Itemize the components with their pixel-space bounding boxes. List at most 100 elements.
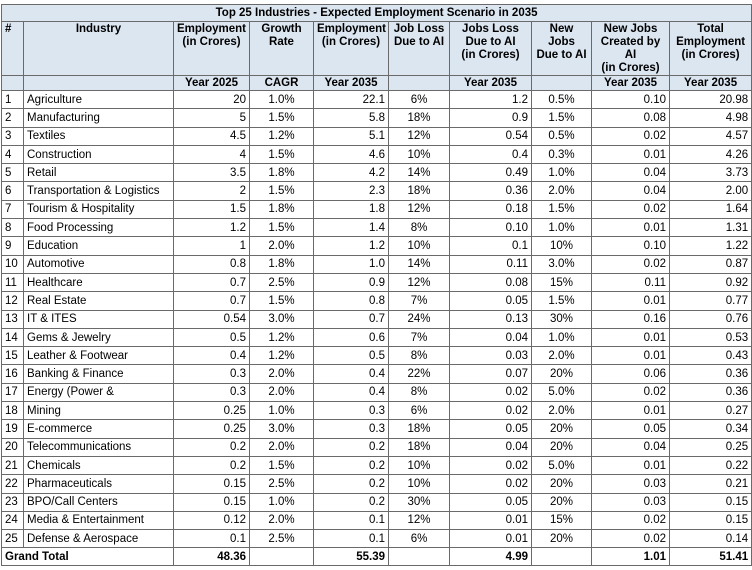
data-cell: 3.0% — [531, 254, 592, 274]
data-cell: 0.4 — [313, 382, 389, 403]
data-cell: 0.04 — [591, 181, 670, 201]
data-cell: 0.25 — [173, 419, 250, 439]
row-number: 14 — [1, 327, 24, 348]
data-cell: 8% — [388, 218, 450, 238]
data-cell: 0.2 — [173, 437, 250, 457]
data-cell: 3.73 — [668, 163, 752, 183]
row-number: 23 — [1, 492, 24, 512]
data-cell: 0.08 — [591, 108, 670, 128]
data-cell: 0.4 — [313, 364, 389, 384]
column-header: Jobs Loss Due to AI (in Crores) — [449, 21, 532, 76]
subheader-cell — [531, 75, 592, 91]
data-cell: 0.36 — [668, 382, 752, 403]
data-cell: 14% — [388, 254, 450, 274]
data-row: 2 Manufacturing 5 1.5% 5.8 18% 0.9 1.5% 0.08 4.98 — [1, 108, 752, 128]
data-cell: 0.43 — [668, 346, 752, 366]
data-row: 8 Food Processing 1.2 1.5% 1.4 8% 0.10 1.0% 0.01… — [1, 218, 752, 238]
data-row: 13 IT & ITES 0.54 3.0% 0.7 24% 0.13 30% 0.16 0.76 — [1, 309, 752, 329]
total-cell: 4.99 — [449, 547, 532, 567]
row-number: 10 — [1, 254, 24, 274]
data-cell: 1.8% — [249, 254, 314, 274]
industry-name: Transportation & Logistics — [23, 181, 174, 201]
industry-name: Automotive — [23, 254, 174, 274]
data-cell: 1.0% — [249, 492, 314, 512]
data-cell: 2.5% — [249, 474, 314, 494]
employment-table: Top 25 Industries - Expected Employment … — [0, 4, 752, 567]
data-cell: 10% — [388, 455, 450, 476]
data-cell: 0.02 — [449, 382, 532, 403]
data-cell: 0.54 — [449, 126, 532, 146]
data-cell: 18% — [388, 108, 450, 128]
column-header: New Jobs Due to AI — [531, 21, 592, 76]
row-number: 18 — [1, 401, 24, 421]
subheader-cell: Year 2035 — [591, 75, 670, 91]
data-cell: 12% — [388, 510, 450, 531]
data-cell: 7% — [388, 291, 450, 311]
row-number: 24 — [1, 510, 24, 531]
data-cell: 0.02 — [591, 254, 670, 274]
industry-name: IT & ITES — [23, 309, 174, 329]
data-cell: 2.0% — [249, 437, 314, 457]
data-cell: 18% — [388, 437, 450, 457]
industry-name: Gems & Jewelry — [23, 327, 174, 348]
data-cell: 1.5% — [249, 181, 314, 201]
column-header: Employment (in Crores) — [313, 21, 389, 76]
data-cell: 0.7 — [173, 291, 250, 311]
data-cell: 1.2% — [249, 126, 314, 146]
data-cell: 12% — [388, 272, 450, 293]
data-cell: 0.13 — [449, 309, 532, 329]
row-number: 25 — [1, 529, 24, 549]
data-cell: 2 — [173, 181, 250, 201]
total-cell: 55.39 — [313, 547, 389, 567]
data-cell: 3.5 — [173, 163, 250, 183]
data-cell: 0.92 — [668, 272, 752, 293]
data-cell: 2.5% — [249, 529, 314, 549]
data-cell: 2.0% — [249, 382, 314, 403]
industry-name: Education — [23, 236, 174, 256]
data-cell: 0.8 — [173, 254, 250, 274]
data-cell: 0.11 — [591, 272, 670, 293]
data-cell: 0.15 — [173, 474, 250, 494]
industry-name: Chemicals — [23, 455, 174, 476]
table-title: Top 25 Industries - Expected Employment … — [0, 4, 752, 22]
data-row: 1 Agriculture 20 1.0% 22.1 6% 1.2 0.5% 0.10 20.98 — [1, 89, 752, 110]
column-header: Growth Rate — [249, 21, 314, 76]
data-cell: 1.8 — [313, 199, 389, 220]
data-cell: 1.4 — [313, 218, 389, 238]
row-number: 20 — [1, 437, 24, 457]
data-cell: 1.5% — [249, 291, 314, 311]
industry-name: Food Processing — [23, 218, 174, 238]
data-cell: 0.08 — [449, 272, 532, 293]
row-number: 3 — [1, 126, 24, 146]
subheader-cell: CAGR — [249, 75, 314, 91]
total-cell — [388, 547, 450, 567]
data-cell: 1.5 — [173, 199, 250, 220]
data-cell: 0.1 — [313, 529, 389, 549]
data-cell: 0.01 — [449, 529, 532, 549]
total-cell: 48.36 — [173, 547, 250, 567]
total-cell — [249, 547, 314, 567]
subheader-row: Year 2025 CAGR Year 2035 Year 2035 Year 2035… — [1, 75, 752, 91]
data-cell: 4.5 — [173, 126, 250, 146]
data-cell: 0.2 — [313, 474, 389, 494]
row-number: 16 — [1, 364, 24, 384]
data-cell: 0.01 — [591, 401, 670, 421]
subheader-cell: Year 2035 — [449, 75, 532, 91]
data-cell: 0.18 — [449, 199, 532, 220]
data-cell: 0.1 — [449, 236, 532, 256]
data-cell: 4.57 — [668, 126, 752, 146]
data-cell: 18% — [388, 181, 450, 201]
data-cell: 30% — [531, 309, 592, 329]
data-cell: 30% — [388, 492, 450, 512]
data-cell: 20 — [173, 89, 250, 110]
table-body: Top 25 Industries - Expected Employment … — [0, 4, 752, 567]
column-header: Job Loss Due to AI — [388, 21, 450, 76]
data-cell: 5.8 — [313, 108, 389, 128]
data-cell: 1.5% — [531, 108, 592, 128]
data-cell: 1.5% — [249, 218, 314, 238]
industry-name: Energy (Power & — [23, 382, 174, 403]
industry-name: E-commerce — [23, 419, 174, 439]
data-cell: 0.36 — [449, 181, 532, 201]
subheader-cell — [1, 75, 24, 91]
